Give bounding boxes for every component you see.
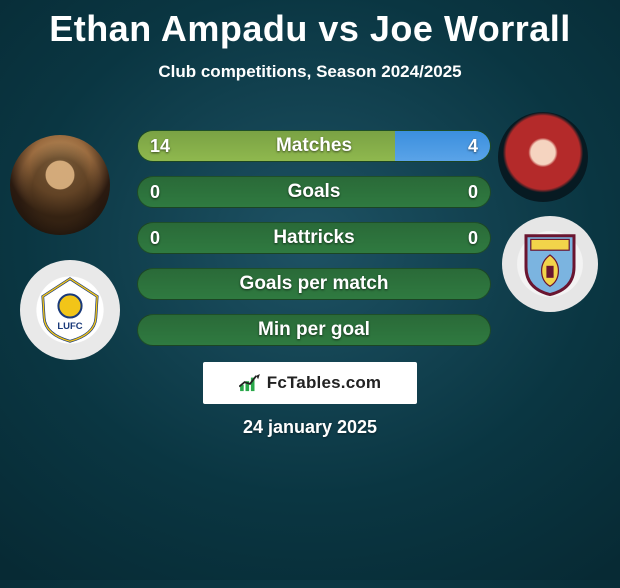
stat-row: 00Goals [137, 176, 491, 208]
footer-brand-text: FcTables.com [267, 373, 382, 393]
page-title: Ethan Ampadu vs Joe Worrall [0, 8, 620, 50]
stat-label: Matches [138, 131, 490, 161]
stat-label: Goals per match [138, 269, 490, 299]
burnley-crest-icon [520, 230, 580, 298]
bar-chart-icon [239, 374, 261, 392]
page-subtitle: Club competitions, Season 2024/2025 [0, 62, 620, 82]
footer-brand-badge: FcTables.com [203, 362, 417, 404]
footer-date: 24 january 2025 [0, 417, 620, 438]
leeds-crest-icon: LUFC [36, 276, 104, 344]
stat-label: Min per goal [138, 315, 490, 345]
club-right-badge [502, 216, 598, 312]
stat-label: Goals [138, 177, 490, 207]
stat-row: Min per goal [137, 314, 491, 346]
stat-row: 144Matches [137, 130, 491, 162]
svg-text:LUFC: LUFC [57, 321, 82, 332]
player-right-avatar [498, 112, 588, 202]
comparison-bars: 144Matches 00Goals 00Hattricks Goals per ma… [137, 130, 491, 360]
stat-label: Hattricks [138, 223, 490, 253]
player-left-avatar [10, 135, 110, 235]
club-left-badge: LUFC [20, 260, 120, 360]
stat-row: Goals per match [137, 268, 491, 300]
stat-row: 00Hattricks [137, 222, 491, 254]
